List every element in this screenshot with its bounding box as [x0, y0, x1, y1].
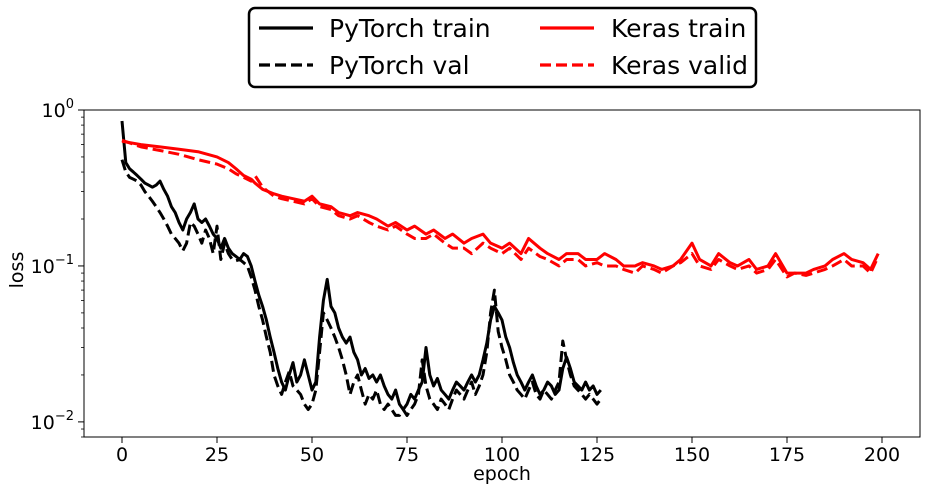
legend-frame	[247, 6, 758, 89]
x-tick-label: 50	[300, 444, 324, 466]
y-tick-label: 10−2	[31, 409, 74, 434]
x-tick-label: 125	[579, 444, 615, 466]
x-tick-label: 150	[674, 444, 710, 466]
series-layer	[120, 120, 880, 417]
legend-label-keras-valid: Keras valid	[611, 51, 748, 80]
series-line-keras-valid	[121, 138, 880, 279]
y-tick-label: 10−1	[31, 253, 74, 278]
legend-label-pytorch-val: PyTorch val	[329, 51, 470, 80]
y-axis-ticks: 10−2 10−1 100	[31, 97, 84, 438]
x-tick-label: 175	[769, 444, 805, 466]
x-tick-label: 0	[116, 444, 128, 466]
x-axis-ticks: 0 25 50 75 100 125 150 175 200	[116, 437, 900, 466]
legend: PyTorch train PyTorch val Keras train Ke…	[247, 6, 758, 89]
legend-label-keras-train: Keras train	[611, 14, 746, 43]
x-tick-label: 25	[205, 444, 229, 466]
x-tick-label: 100	[484, 444, 520, 466]
y-tick-label: 100	[42, 97, 74, 122]
x-axis-label: epoch	[473, 463, 531, 485]
x-tick-label: 200	[864, 444, 900, 466]
x-tick-label: 75	[395, 444, 419, 466]
legend-label-pytorch-train: PyTorch train	[329, 14, 491, 43]
series-line-keras-train	[121, 139, 880, 275]
y-axis-label: loss	[6, 252, 28, 289]
series-line-pytorch-val	[120, 159, 602, 417]
series-line-pytorch-train	[120, 120, 602, 412]
